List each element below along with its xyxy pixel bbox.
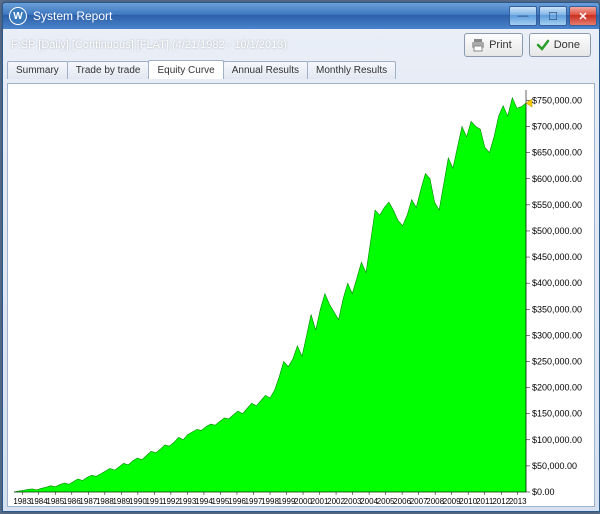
svg-text:$200,000.00: $200,000.00 <box>532 383 582 393</box>
svg-text:2010: 2010 <box>459 497 477 506</box>
svg-text:$250,000.00: $250,000.00 <box>532 356 582 366</box>
svg-text:$550,000.00: $550,000.00 <box>532 200 582 210</box>
window-title: System Report <box>33 9 509 23</box>
svg-text:$650,000.00: $650,000.00 <box>532 148 582 158</box>
close-button[interactable]: ✕ <box>569 6 597 26</box>
chart-panel: $0.00 $50,000.00 $100,000.00 $150,000.00 $20… <box>7 83 595 507</box>
done-button[interactable]: Done <box>529 33 591 57</box>
svg-text:2013: 2013 <box>509 497 527 506</box>
tab-equity-curve[interactable]: Equity Curve <box>148 60 223 79</box>
client-area: F:SP [Daily] [Continuous] [FLAT] (4/21/1… <box>3 29 599 511</box>
tab-bar: SummaryTrade by tradeEquity CurveAnnual … <box>3 61 599 79</box>
check-icon <box>536 38 550 52</box>
svg-text:$400,000.00: $400,000.00 <box>532 278 582 288</box>
tab-annual-results[interactable]: Annual Results <box>223 61 308 79</box>
svg-text:$350,000.00: $350,000.00 <box>532 304 582 314</box>
svg-text:2011: 2011 <box>476 497 494 506</box>
app-icon: W <box>9 7 27 25</box>
svg-text:$750,000.00: $750,000.00 <box>532 95 582 105</box>
svg-text:$50,000.00: $50,000.00 <box>532 461 577 471</box>
svg-text:$450,000.00: $450,000.00 <box>532 252 582 262</box>
maximize-button[interactable]: ☐ <box>539 6 567 26</box>
done-label: Done <box>554 39 580 51</box>
svg-text:$500,000.00: $500,000.00 <box>532 226 582 236</box>
tab-trade-by-trade[interactable]: Trade by trade <box>67 61 150 79</box>
svg-text:$300,000.00: $300,000.00 <box>532 330 582 340</box>
window: W System Report — ☐ ✕ F:SP [Daily] [Cont… <box>2 2 600 512</box>
print-label: Print <box>489 39 512 51</box>
titlebar[interactable]: W System Report — ☐ ✕ <box>3 3 599 29</box>
tab-monthly-results[interactable]: Monthly Results <box>307 61 396 79</box>
printer-icon <box>471 38 485 52</box>
svg-text:$0.00: $0.00 <box>532 487 555 497</box>
svg-text:$150,000.00: $150,000.00 <box>532 409 582 419</box>
tab-summary[interactable]: Summary <box>7 61 68 79</box>
minimize-button[interactable]: — <box>509 6 537 26</box>
print-button[interactable]: Print <box>464 33 523 57</box>
chart-subtitle: F:SP [Daily] [Continuous] [FLAT] (4/21/1… <box>11 39 458 51</box>
equity-curve-chart: $0.00 $50,000.00 $100,000.00 $150,000.00 $20… <box>8 84 594 506</box>
svg-text:$600,000.00: $600,000.00 <box>532 174 582 184</box>
svg-text:$700,000.00: $700,000.00 <box>532 122 582 132</box>
svg-text:$100,000.00: $100,000.00 <box>532 435 582 445</box>
